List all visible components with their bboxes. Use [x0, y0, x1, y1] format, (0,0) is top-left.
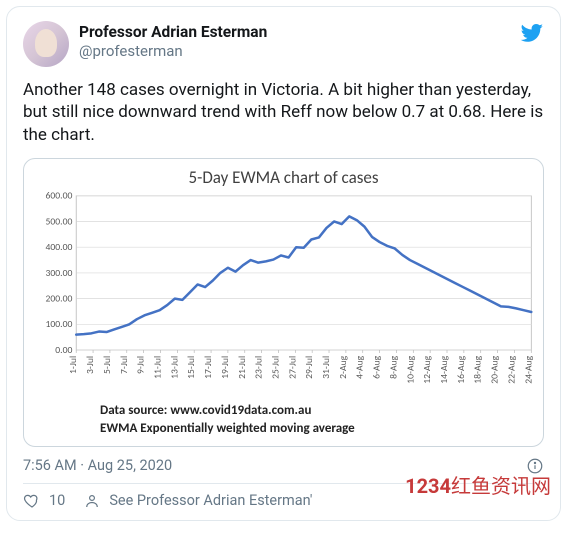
svg-text:6-Aug: 6-Aug — [371, 356, 383, 379]
chart-container: 5-Day EWMA chart of cases 0.00 100.00 200.… — [24, 159, 543, 445]
heart-icon — [23, 492, 41, 510]
chart-footer: Data source: www.covid19data.com.au EWMA… — [28, 402, 539, 443]
svg-text:17-Jul: 17-Jul — [202, 356, 214, 379]
like-button[interactable]: 10 — [23, 492, 65, 510]
see-profile-cta[interactable]: See Professor Adrian Esterman' — [83, 492, 312, 510]
svg-text:11-Jul: 11-Jul — [151, 356, 163, 379]
person-icon — [83, 492, 101, 510]
svg-text:9-Jul: 9-Jul — [135, 356, 147, 374]
svg-text:200.00: 200.00 — [46, 293, 73, 305]
svg-text:23-Jul: 23-Jul — [253, 356, 265, 379]
svg-text:10-Aug: 10-Aug — [404, 356, 416, 384]
svg-text:100.00: 100.00 — [46, 319, 73, 331]
svg-text:12-Aug: 12-Aug — [421, 356, 433, 384]
svg-text:1-Jul: 1-Jul — [67, 356, 79, 374]
cta-text: See Professor Adrian Esterman' — [109, 492, 312, 509]
svg-text:4-Aug: 4-Aug — [354, 356, 366, 379]
svg-text:29-Jul: 29-Jul — [303, 356, 315, 379]
ewma-line-chart: 0.00 100.00 200.00 300.00 400.00 500.00 600.00… — [28, 190, 539, 402]
svg-text:7-Jul: 7-Jul — [118, 356, 130, 374]
svg-text:2-Aug: 2-Aug — [337, 356, 349, 379]
svg-text:13-Jul: 13-Jul — [168, 356, 180, 379]
svg-text:19-Jul: 19-Jul — [219, 356, 231, 379]
svg-text:27-Jul: 27-Jul — [286, 356, 298, 379]
tweet-card: Professor Adrian Esterman @profesterman … — [6, 6, 561, 521]
author-display-name: Professor Adrian Esterman — [79, 23, 520, 42]
chart-title: 5-Day EWMA chart of cases — [28, 163, 539, 190]
tweet-header: Professor Adrian Esterman @profesterman — [23, 21, 544, 67]
twitter-logo-icon[interactable] — [520, 21, 544, 45]
tweet-timestamp[interactable]: 7:56 AM · Aug 25, 2020 — [23, 457, 172, 474]
tweet-text: Another 148 cases overnight in Victoria.… — [23, 79, 544, 146]
svg-text:16-Aug: 16-Aug — [455, 356, 467, 384]
svg-text:18-Aug: 18-Aug — [472, 356, 484, 384]
tweet-meta-row: 7:56 AM · Aug 25, 2020 — [23, 457, 544, 475]
avatar[interactable] — [23, 21, 69, 67]
info-icon[interactable] — [526, 457, 544, 475]
svg-text:22-Aug: 22-Aug — [505, 356, 517, 384]
svg-text:8-Aug: 8-Aug — [387, 356, 399, 379]
svg-text:14-Aug: 14-Aug — [438, 356, 450, 384]
author-handle: @profesterman — [79, 42, 520, 61]
svg-text:20-Aug: 20-Aug — [489, 356, 501, 384]
svg-text:0.00: 0.00 — [55, 344, 72, 356]
svg-text:600.00: 600.00 — [46, 190, 73, 202]
svg-text:21-Jul: 21-Jul — [236, 356, 248, 379]
tweet-media[interactable]: 5-Day EWMA chart of cases 0.00 100.00 200.… — [23, 158, 544, 446]
chart-ewma-note: EWMA Exponentially weighted moving avera… — [100, 420, 531, 438]
svg-text:5-Jul: 5-Jul — [101, 356, 113, 374]
svg-text:400.00: 400.00 — [46, 241, 73, 253]
svg-text:500.00: 500.00 — [46, 216, 73, 228]
like-count: 10 — [49, 492, 65, 509]
svg-text:25-Jul: 25-Jul — [269, 356, 281, 379]
svg-text:24-Aug: 24-Aug — [522, 356, 534, 384]
svg-text:3-Jul: 3-Jul — [84, 356, 96, 374]
svg-text:31-Jul: 31-Jul — [320, 356, 332, 379]
author-block[interactable]: Professor Adrian Esterman @profesterman — [79, 21, 520, 61]
chart-data-source: Data source: www.covid19data.com.au — [100, 402, 531, 420]
tweet-action-row: 10 See Professor Adrian Esterman' — [23, 483, 544, 510]
svg-text:15-Jul: 15-Jul — [185, 356, 197, 379]
svg-text:300.00: 300.00 — [46, 267, 73, 279]
